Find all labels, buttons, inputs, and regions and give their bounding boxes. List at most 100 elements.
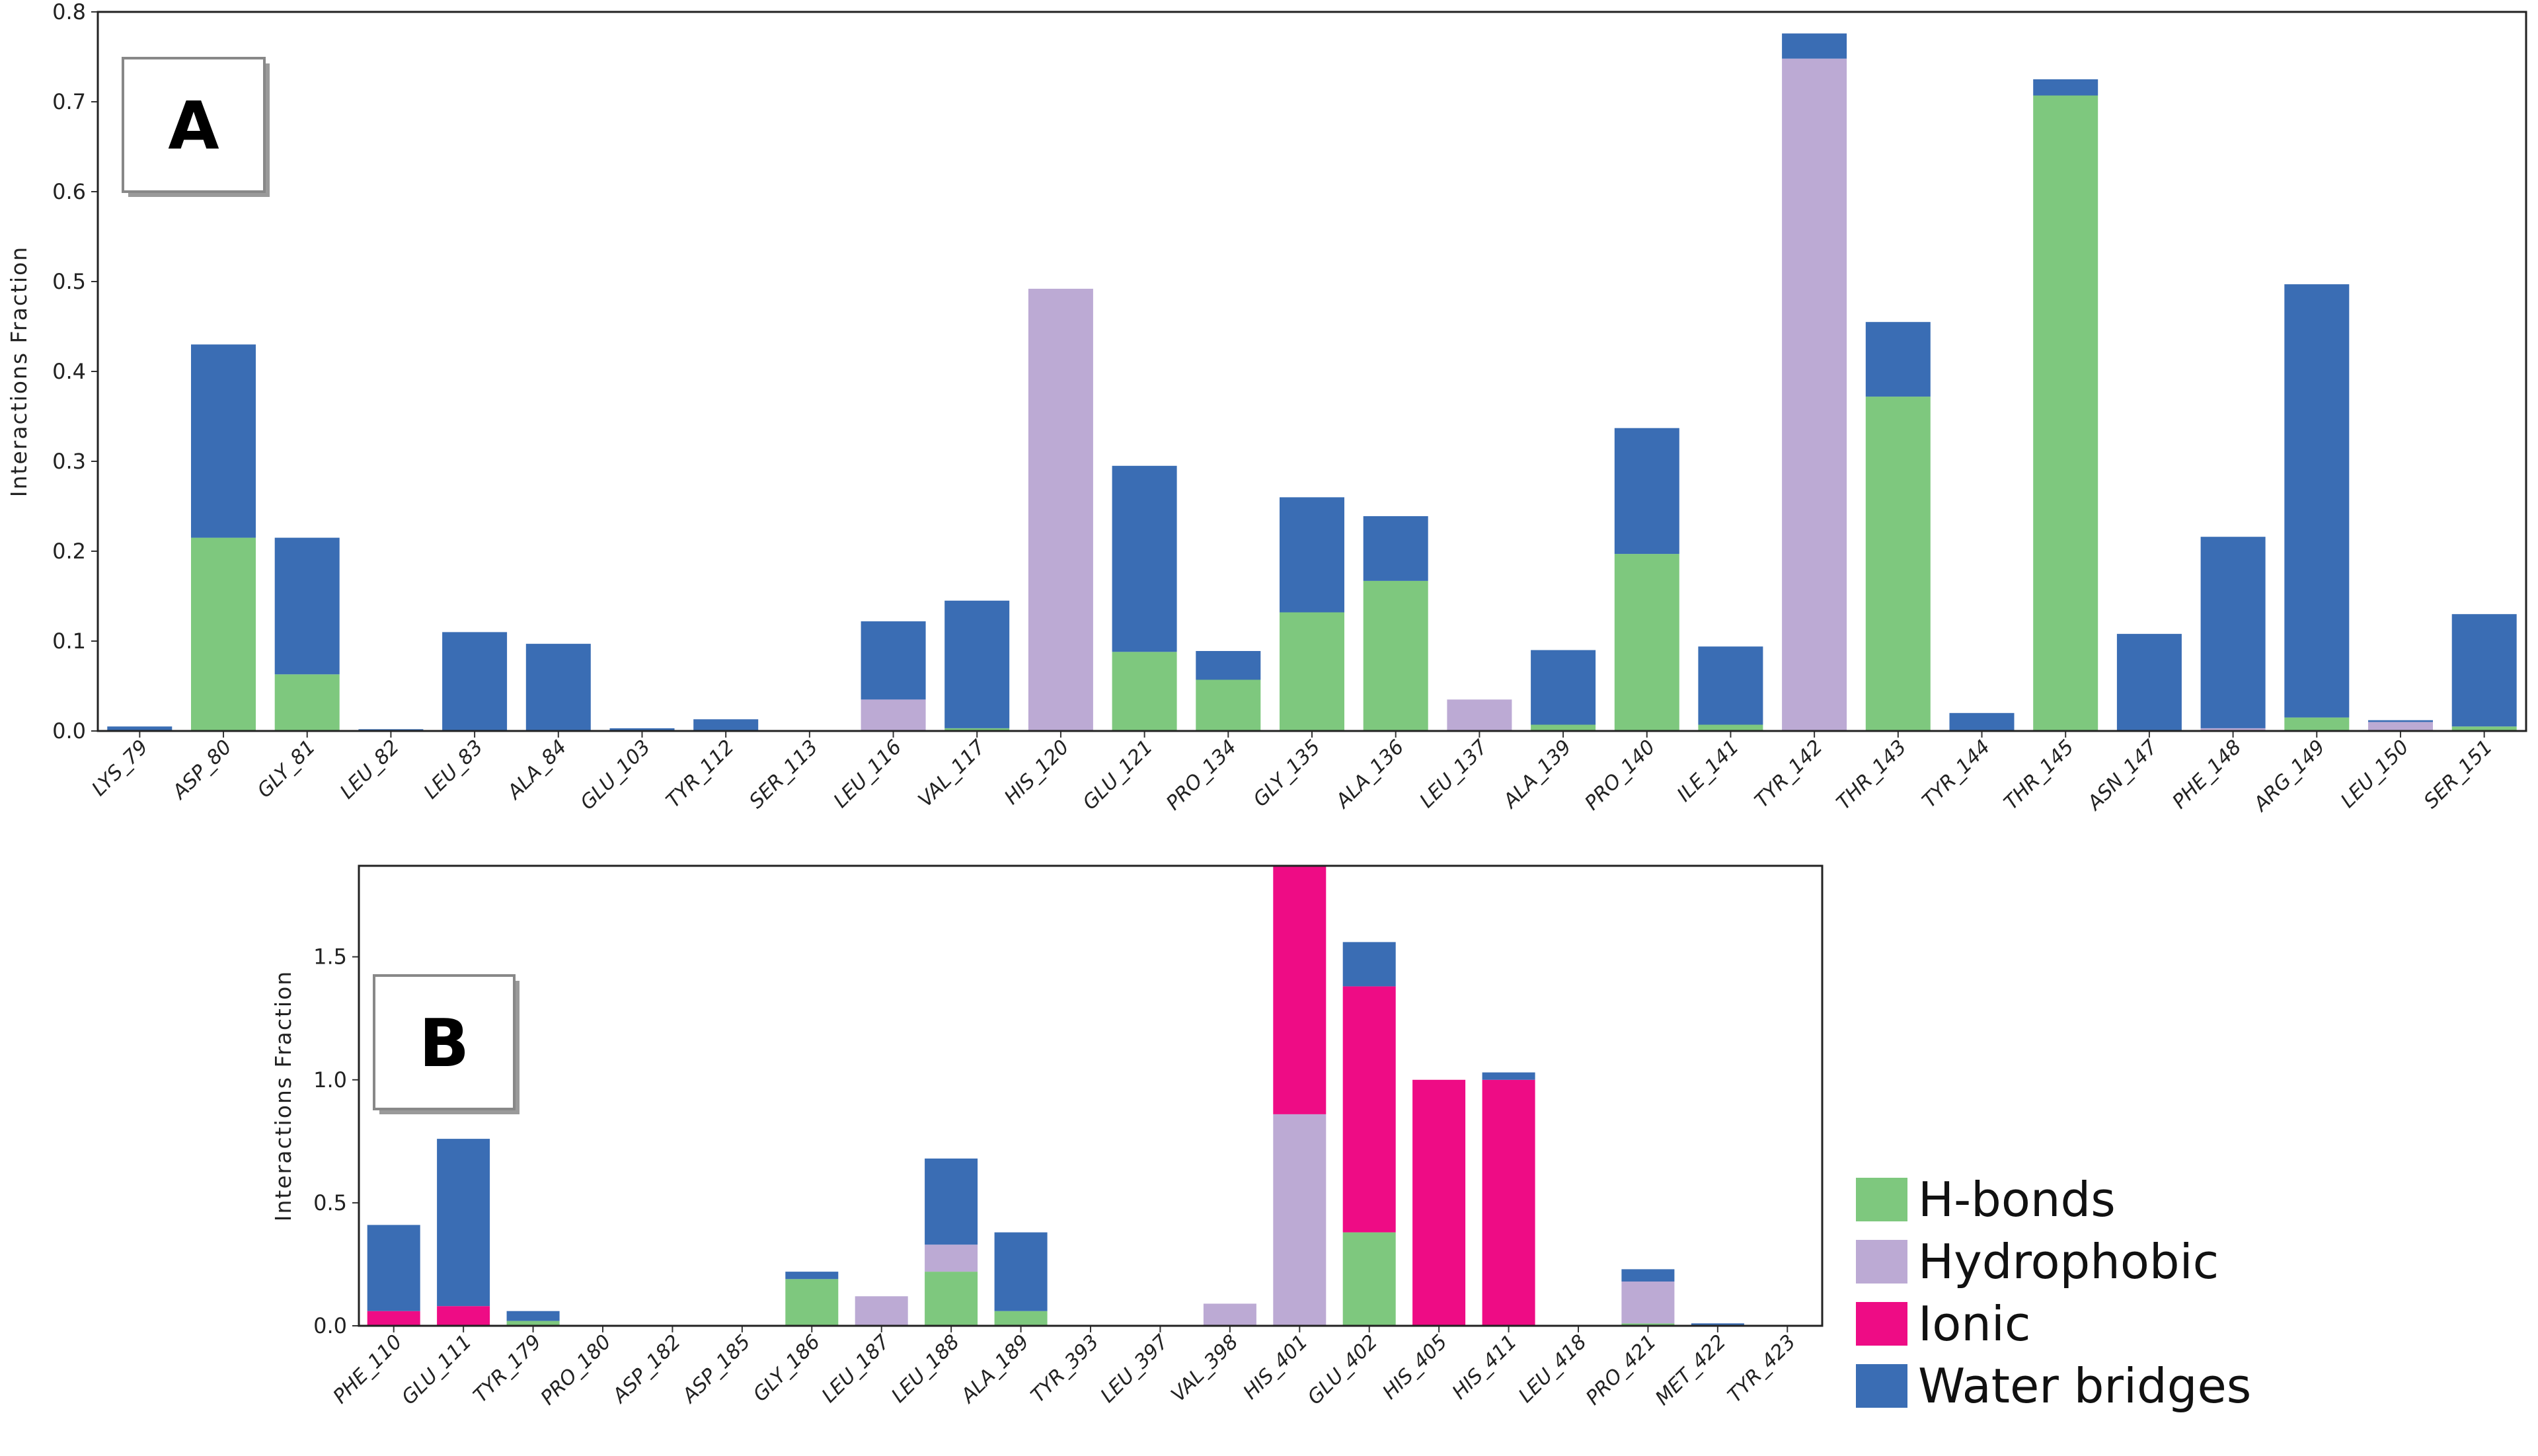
a-bar-glu-121-hbonds (1112, 652, 1177, 731)
b-bar-pro-421-water (1621, 1269, 1675, 1282)
b-bar-leu-188-hydrophobic (925, 1245, 978, 1272)
a-xtick-label-tyr-112: TYR_112 (662, 736, 739, 813)
a-ytick-label-0-0: 0.0 (52, 718, 86, 744)
a-bar-leu-150-hydrophobic (2368, 722, 2433, 731)
a-xtick-label-ala-139: ALA_139 (1498, 736, 1576, 814)
legend-swatch-hydrophobic (1856, 1240, 1907, 1284)
b-xtick-label-pro-180: PRO_180 (537, 1330, 616, 1410)
legend-label-hbonds: H-bonds (1918, 1172, 2116, 1227)
b-y-axis-label: Interactions Fraction (270, 970, 296, 1221)
a-y-axis-label: Interactions Fraction (6, 246, 32, 497)
b-bar-his-401-ionic (1273, 866, 1327, 1114)
a-xtick-label-tyr-142: TYR_142 (1750, 736, 1827, 813)
b-bar-tyr-179-water (506, 1311, 560, 1321)
a-bar-ala-139-water (1531, 650, 1596, 725)
a-bar-tyr-142-water (1782, 33, 1847, 59)
a-bar-thr-145-hbonds (2033, 95, 2098, 731)
a-bar-pro-134-water (1196, 651, 1261, 680)
b-xtick-label-leu-188: LEU_188 (887, 1330, 964, 1408)
b-bar-glu-402-water (1342, 942, 1396, 987)
legend: H-bonds Hydrophobic Ionic Water bridges (1856, 1172, 2251, 1414)
b-xtick-label-tyr-423: TYR_423 (1723, 1330, 1800, 1408)
b-xtick-label-his-411: HIS_411 (1448, 1330, 1522, 1404)
b-bar-his-411-ionic (1482, 1079, 1535, 1326)
a-ytick-label-0-2: 0.2 (52, 539, 86, 564)
b-bar-leu-187-hydrophobic (855, 1296, 908, 1326)
b-bar-glu-402-ionic (1342, 986, 1396, 1233)
a-bar-ile-141-water (1698, 646, 1763, 725)
b-bar-ala-189-water (994, 1232, 1048, 1311)
b-xtick-label-glu-402: GLU_402 (1303, 1330, 1383, 1410)
a-xtick-label-pro-140: PRO_140 (1580, 736, 1660, 815)
b-xtick-label-his-405: HIS_405 (1378, 1330, 1452, 1404)
a-xtick-label-asn-147: ASN_147 (2082, 736, 2162, 816)
a-bar-leu-137-hydrophobic (1447, 699, 1512, 731)
b-xtick-label-tyr-179: TYR_179 (469, 1330, 547, 1408)
b-bar-leu-188-hbonds (925, 1272, 978, 1326)
b-bar-met-422-water (1691, 1323, 1744, 1326)
b-ytick-label-0-5: 0.5 (313, 1190, 347, 1215)
legend-label-water: Water bridges (1918, 1358, 2251, 1414)
b-xtick-label-leu-397: LEU_397 (1096, 1330, 1173, 1408)
a-xtick-label-glu-121: GLU_121 (1079, 736, 1158, 815)
a-bar-asp-80-water (191, 344, 256, 538)
a-bar-tyr-142-hydrophobic (1782, 58, 1847, 731)
b-bar-his-401-hydrophobic (1273, 1114, 1327, 1326)
a-ytick-label-0-8: 0.8 (52, 0, 86, 24)
b-bar-gly-186-water (785, 1272, 839, 1280)
legend-swatch-ionic (1856, 1302, 1907, 1346)
b-xtick-label-pro-421: PRO_421 (1582, 1330, 1661, 1410)
a-bar-ala-139-hbonds (1531, 724, 1596, 731)
a-bar-gly-135-water (1280, 497, 1344, 613)
b-xtick-label-met-422: MET_422 (1651, 1330, 1731, 1410)
b-bar-leu-188-water (925, 1158, 978, 1245)
b-xtick-label-tyr-393: TYR_393 (1026, 1330, 1104, 1408)
a-bar-asp-80-hbonds (191, 537, 256, 731)
a-xtick-label-tyr-144: TYR_144 (1918, 736, 1995, 813)
a-bar-pro-140-hbonds (1614, 554, 1679, 731)
a-ytick-label-0-5: 0.5 (52, 269, 86, 294)
a-bar-leu-116-water (861, 621, 926, 700)
a-ytick-label-0-4: 0.4 (52, 359, 86, 384)
a-bar-lys-79-water (107, 726, 173, 731)
b-xtick-label-asp-182: ASP_182 (607, 1330, 685, 1408)
a-bar-ala-136-hbonds (1363, 580, 1428, 731)
a-bar-thr-145-water (2033, 79, 2098, 96)
a-xtick-label-ala-84: ALA_84 (502, 736, 572, 805)
a-xtick-label-leu-82: LEU_82 (336, 736, 404, 804)
a-xtick-label-ser-151: SER_151 (2420, 736, 2497, 813)
b-xtick-label-val-398: VAL_398 (1167, 1330, 1243, 1406)
a-bar-thr-143-hbonds (1865, 397, 1931, 731)
b-xtick-label-asp-185: ASP_185 (677, 1330, 755, 1408)
a-xtick-label-phe-148: PHE_148 (2168, 736, 2246, 814)
a-bar-glu-103-water (609, 728, 675, 731)
legend-swatch-hbonds (1856, 1178, 1907, 1221)
a-xtick-label-asp-80: ASP_80 (167, 736, 237, 805)
a-bar-phe-148-hydrophobic (2200, 728, 2266, 731)
a-bar-val-117-hbonds (944, 728, 1010, 731)
b-bar-glu-111-ionic (437, 1306, 490, 1326)
a-bar-pro-134-hbonds (1196, 679, 1261, 731)
b-bar-val-398-hydrophobic (1203, 1303, 1256, 1326)
b-bar-his-405-ionic (1412, 1079, 1466, 1326)
b-xtick-label-leu-187: LEU_187 (818, 1330, 895, 1408)
panel-b-chart: PHE_110GLU_111TYR_179PRO_180ASP_182ASP_1… (270, 864, 1824, 1410)
a-xtick-label-his-120: HIS_120 (1000, 736, 1074, 810)
b-xtick-label-glu-111: GLU_111 (397, 1330, 477, 1410)
a-xtick-label-leu-150: LEU_150 (2336, 736, 2414, 813)
a-bar-phe-148-water (2200, 537, 2266, 728)
a-xtick-label-lys-79: LYS_79 (87, 736, 153, 801)
b-xtick-label-gly-186: GLY_186 (749, 1330, 825, 1406)
b-bar-phe-110-water (367, 1225, 420, 1311)
b-xtick-label-phe-110: PHE_110 (328, 1330, 406, 1408)
a-ytick-label-0-1: 0.1 (52, 629, 86, 654)
legend-label-hydrophobic: Hydrophobic (1918, 1234, 2219, 1289)
legend-label-ionic: Ionic (1918, 1296, 2031, 1352)
b-bar-glu-402-hbonds (1342, 1232, 1396, 1326)
a-xtick-label-ser-113: SER_113 (745, 736, 822, 813)
b-bar-gly-186-hbonds (785, 1279, 839, 1326)
a-bar-ile-141-hbonds (1698, 724, 1763, 731)
b-ytick-label-0-0: 0.0 (313, 1313, 347, 1338)
a-bar-ala-136-water (1363, 516, 1428, 581)
